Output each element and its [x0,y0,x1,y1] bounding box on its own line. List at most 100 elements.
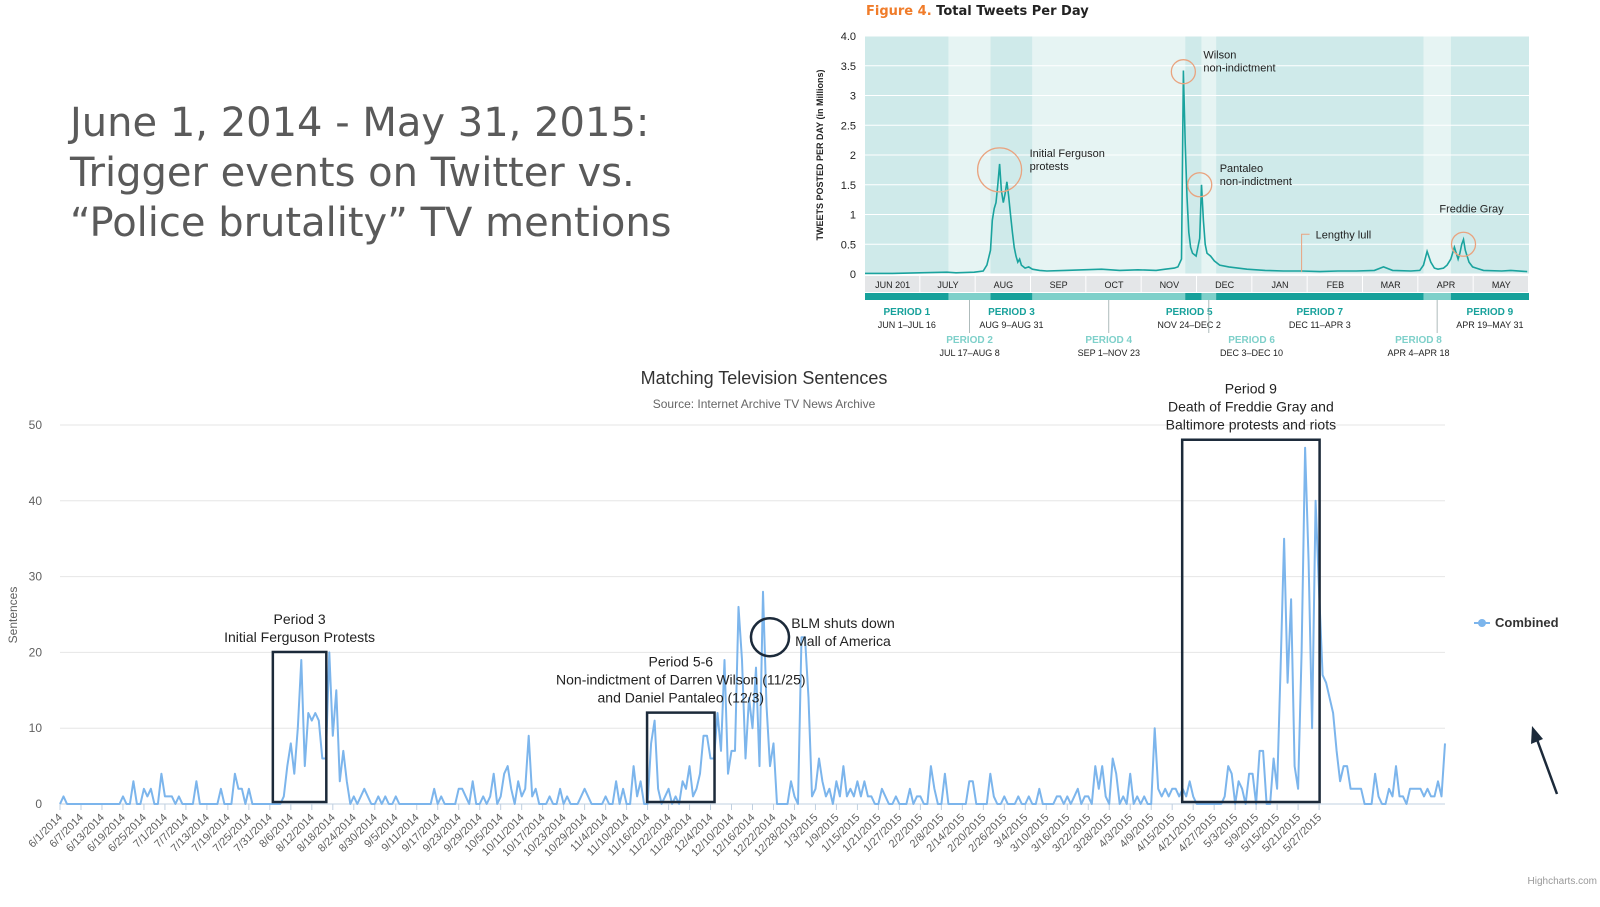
legend-label: Combined [1495,615,1559,630]
month-label: MAR [1381,280,1402,290]
period-dates: APR 19–MAY 31 [1456,320,1523,330]
period-dates: SEP 1–NOV 23 [1078,348,1140,358]
period-dates: DEC 3–DEC 10 [1220,348,1283,358]
y-tick-label: 20 [29,645,43,659]
y-tick-label: 40 [29,494,43,508]
tweet-figure-name: Total Tweets Per Day [936,4,1089,19]
month-cell [1473,276,1528,292]
highlight-circle [1450,231,1477,257]
tv-annotation: BLM shuts down [791,615,895,631]
period-name: PERIOD 3 [988,307,1035,318]
period-bar [1423,293,1451,300]
month-cell [1197,276,1252,292]
y-axis-label: TWEETS POSTED PER DAY (in Millions) [815,69,825,240]
tv-annotation: and Daniel Pantaleo (12/3) [598,690,765,706]
month-label: SEP [1050,280,1068,290]
month-label: NOV [1160,280,1180,290]
period-name: PERIOD 6 [1228,335,1275,346]
highlight-circle [749,616,791,658]
period-name: PERIOD 5 [1166,307,1213,318]
tweets-series-line [865,70,1528,275]
period-bar [990,293,1033,300]
y-tick-label: 0.5 [841,239,856,251]
month-cell [865,276,920,292]
slide-title: June 1, 2014 - May 31, 2015: Trigger eve… [70,100,672,246]
month-label: AUG [994,280,1014,290]
period-dates: AUG 9–AUG 31 [979,320,1043,330]
month-label: APR [1437,280,1456,290]
period-dates: APR 4–APR 18 [1387,348,1449,358]
month-cell [920,276,975,292]
combined-series-line [59,446,1446,805]
tv-annotation: Baltimore protests and riots [1166,417,1336,433]
month-label: JUN 201 [875,280,910,290]
y-tick-label: 4.0 [841,31,856,43]
month-label: JAN [1271,280,1288,290]
arrow-head [1531,726,1543,744]
period-dates: JUL 17–AUG 8 [940,348,1000,358]
month-cell [1418,276,1473,292]
month-cell [1363,276,1418,292]
period-bar [1032,293,1186,300]
period-bar [1450,293,1529,300]
tweet-annotation: non-indictment [1220,176,1292,188]
period-bar [1201,293,1217,300]
tweet-annotation: Lengthy lull [1316,229,1372,241]
tweet-annotation: protests [1030,161,1070,173]
month-cell [1141,276,1196,292]
tweet-annotation: Wilson [1203,50,1236,62]
period-dates: NOV 24–DEC 2 [1157,320,1221,330]
period-box [271,650,328,804]
legend-marker [1478,619,1486,627]
y-tick-label: 1.5 [841,180,856,192]
tv-annotation: Period 9 [1225,381,1277,397]
highlight-circle [1170,59,1197,85]
month-label: MAY [1492,280,1511,290]
month-cell [975,276,1030,292]
period-bar [1185,293,1202,300]
tv-annotation: Period 3 [273,611,325,627]
tweet-annotation: Initial Ferguson [1030,148,1105,160]
y-tick-label: 10 [29,721,43,735]
month-cell [1252,276,1307,292]
month-label: OCT [1105,280,1125,290]
month-label: FEB [1327,280,1345,290]
period-name: PERIOD 1 [883,307,930,318]
y-tick-label: 2.5 [841,120,856,132]
period-name: PERIOD 4 [1085,335,1132,346]
tv-chart-title: Matching Television Sentences [641,368,888,388]
y-tick-label: 1 [850,210,856,222]
tv-annotation: Death of Freddie Gray and [1168,399,1334,415]
period-name: PERIOD 7 [1296,307,1343,318]
highcharts-credit: Highcharts.com [1528,876,1597,887]
period-name: PERIOD 8 [1395,335,1442,346]
period-bar [865,293,949,300]
y-tick-label: 2 [850,150,856,162]
period-dates: DEC 11–APR 3 [1289,320,1351,330]
y-tick-label: 50 [29,418,43,432]
period-bar [1216,293,1424,300]
month-cell [1307,276,1362,292]
highlight-circle [976,147,1023,193]
tweet-annotation: non-indictment [1203,63,1275,75]
tv-annotation: Initial Ferguson Protests [224,629,375,645]
arrow-shaft [1533,733,1559,795]
y-tick-label: 0 [35,797,42,811]
y-tick-label: 3 [850,91,856,103]
y-tick-label: 0 [850,269,856,281]
month-label: DEC [1215,280,1235,290]
lull-marker [1301,233,1310,272]
period-bar [948,293,991,300]
y-tick-label: 30 [29,570,43,584]
tweet-annotation: Pantaleo [1220,163,1263,175]
highlight-circle [1187,172,1213,198]
tv-annotation: Non-indictment of Darren Wilson (11/25) [556,672,806,688]
month-cell [1086,276,1141,292]
tv-annotation: Period 5-6 [649,654,714,670]
period-name: PERIOD 2 [946,335,993,346]
y-axis-label: Sentences [6,587,20,644]
tv-annotation: Mall of America [795,633,891,649]
month-cell [1031,276,1086,292]
y-tick-label: 3.5 [841,61,856,73]
